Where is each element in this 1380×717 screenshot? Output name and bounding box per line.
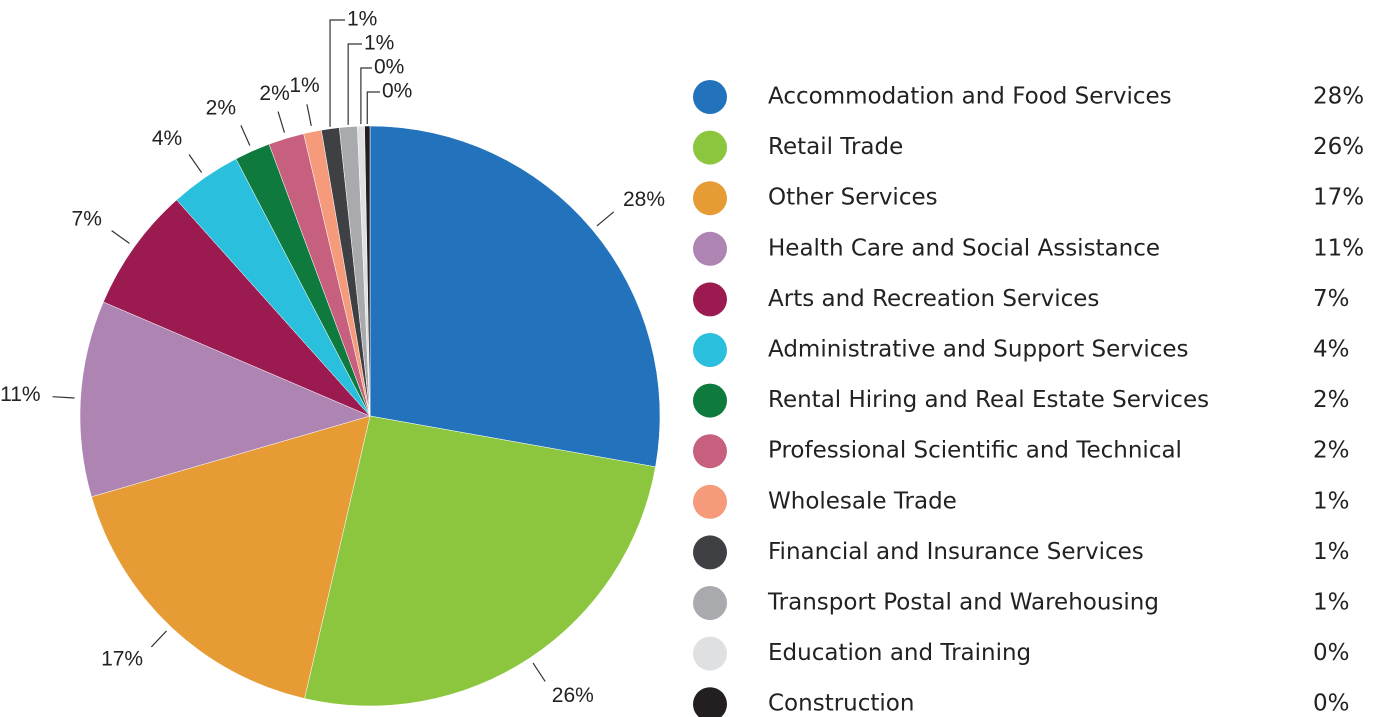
legend-value: 2% [1313,387,1350,413]
pie-slice [79,301,371,498]
legend-label: Transport Postal and Warehousing [767,590,1159,616]
legend-label: Education and Training [768,640,1031,666]
legend-marker [693,586,727,620]
pie-slice [91,415,371,699]
legend-marker [693,231,727,266]
pie-label: 2% [259,82,289,105]
legend-value: 7% [1313,286,1350,312]
pie-label: 7% [72,208,102,231]
legend-value: 28% [1313,84,1364,110]
legend-marker [693,80,727,114]
pie-label: 17% [101,648,143,671]
pie-label: 1% [289,74,319,97]
legend-marker [693,535,727,570]
leader-line [188,154,203,173]
leader-line [532,662,546,682]
legend-value: 26% [1313,134,1364,160]
legend-marker [693,333,727,367]
legend-label: Accommodation and Food Services [768,84,1172,110]
legend-label: Arts and Recreation Services [768,286,1099,312]
legend-value: 2% [1313,438,1350,464]
pie-label: 1% [364,32,394,55]
leader-line [52,396,75,399]
legend-label: Retail Trade [768,134,903,160]
legend-marker [693,282,727,317]
legend-label: Wholesale Trade [768,488,957,514]
legend-value: 4% [1313,337,1350,363]
leader-line [366,91,380,125]
pie-label: 0% [382,80,412,103]
leader-line [347,43,362,125]
legend-value: 0% [1313,691,1350,717]
pie-label: 11% [0,383,40,406]
legend-label: Administrative and Support Services [768,337,1189,363]
legend-label: Financial and Insurance Services [768,539,1144,565]
legend-label: Construction [768,691,914,717]
pie-slice [369,125,661,468]
legend-value: 1% [1313,488,1350,514]
legend-label: Rental Hiring and Real Estate Services [768,387,1209,413]
leader-line [277,111,286,133]
pie-slice [103,199,371,417]
pie-label: 4% [152,127,182,150]
legend-label: Professional Scientific and Technical [768,438,1182,464]
leader-line [306,104,312,126]
legend-value: 1% [1313,539,1350,565]
legend-marker [693,687,727,717]
leader-line [240,125,251,146]
legend-marker [693,484,727,519]
leader-line [329,19,345,127]
pie-label: 2% [206,96,236,119]
pie-label: 26% [552,684,594,707]
leader-line [150,630,167,648]
legend-marker [693,636,727,671]
leader-line [111,230,130,244]
legend-label: Health Care and Social Assistance [768,235,1160,261]
leader-line [596,211,615,227]
legend-label: Other Services [768,185,938,211]
legend-value: 0% [1313,640,1350,666]
pie-label: 0% [374,56,404,79]
legend-marker [693,434,727,469]
legend-marker [693,181,727,216]
legend-marker [693,130,727,165]
pie-slice [364,125,371,417]
legend-value: 17% [1313,185,1364,211]
pie-label: 1% [347,8,377,31]
legend-value: 11% [1313,235,1364,261]
pie-label: 28% [623,188,665,211]
pie-slice [304,415,656,707]
legend-marker [693,383,727,418]
legend-value: 1% [1313,590,1350,616]
leader-line [360,67,372,125]
